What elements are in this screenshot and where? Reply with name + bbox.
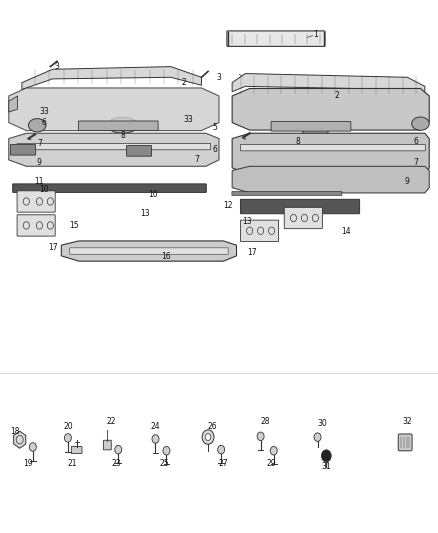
Text: 17: 17 bbox=[247, 248, 257, 256]
Text: 9: 9 bbox=[405, 177, 410, 185]
Text: 7: 7 bbox=[37, 140, 42, 148]
Ellipse shape bbox=[412, 117, 429, 131]
Polygon shape bbox=[232, 166, 429, 193]
FancyBboxPatch shape bbox=[240, 220, 279, 241]
FancyBboxPatch shape bbox=[240, 199, 360, 214]
Text: 2: 2 bbox=[335, 92, 339, 100]
Polygon shape bbox=[14, 431, 26, 448]
FancyBboxPatch shape bbox=[103, 440, 111, 450]
Polygon shape bbox=[61, 241, 237, 261]
Text: 29: 29 bbox=[267, 459, 276, 468]
Circle shape bbox=[64, 434, 71, 442]
Polygon shape bbox=[232, 133, 429, 175]
Text: 11: 11 bbox=[35, 177, 44, 185]
Polygon shape bbox=[22, 67, 201, 90]
Polygon shape bbox=[232, 88, 429, 130]
Ellipse shape bbox=[302, 125, 328, 136]
Text: 1: 1 bbox=[313, 30, 318, 39]
FancyBboxPatch shape bbox=[17, 191, 55, 212]
FancyBboxPatch shape bbox=[11, 144, 35, 155]
Text: 7: 7 bbox=[194, 156, 200, 164]
Ellipse shape bbox=[107, 117, 138, 133]
Text: 18: 18 bbox=[11, 427, 20, 436]
Text: 8: 8 bbox=[296, 137, 300, 146]
Text: 8: 8 bbox=[120, 132, 125, 140]
Text: 32: 32 bbox=[403, 417, 412, 425]
Ellipse shape bbox=[28, 118, 46, 132]
Circle shape bbox=[257, 432, 264, 441]
FancyBboxPatch shape bbox=[127, 146, 152, 156]
Text: 9: 9 bbox=[37, 158, 42, 167]
Circle shape bbox=[270, 447, 277, 455]
Text: 6: 6 bbox=[413, 137, 419, 146]
Polygon shape bbox=[9, 133, 219, 166]
Polygon shape bbox=[232, 74, 425, 96]
Text: 21: 21 bbox=[67, 459, 77, 468]
Circle shape bbox=[205, 434, 211, 440]
Text: 23: 23 bbox=[111, 459, 121, 468]
Text: 25: 25 bbox=[159, 459, 169, 468]
FancyBboxPatch shape bbox=[17, 215, 55, 236]
FancyBboxPatch shape bbox=[271, 122, 351, 131]
Text: 10: 10 bbox=[148, 190, 158, 199]
Polygon shape bbox=[9, 88, 219, 131]
Circle shape bbox=[152, 435, 159, 443]
FancyBboxPatch shape bbox=[227, 31, 325, 46]
Text: 33: 33 bbox=[184, 116, 193, 124]
Text: 31: 31 bbox=[321, 462, 331, 471]
FancyBboxPatch shape bbox=[240, 144, 425, 151]
Text: 10: 10 bbox=[39, 185, 49, 193]
Text: 15: 15 bbox=[70, 221, 79, 230]
Text: 22: 22 bbox=[107, 417, 117, 425]
Circle shape bbox=[218, 446, 225, 454]
Text: 27: 27 bbox=[219, 459, 228, 468]
Text: 7: 7 bbox=[413, 158, 419, 167]
Polygon shape bbox=[9, 96, 18, 112]
Circle shape bbox=[314, 433, 321, 441]
Text: 3: 3 bbox=[216, 73, 222, 82]
Text: 33: 33 bbox=[39, 108, 49, 116]
Text: 13: 13 bbox=[243, 217, 252, 225]
Text: 14: 14 bbox=[341, 228, 351, 236]
Text: 6: 6 bbox=[41, 118, 46, 127]
Text: 12: 12 bbox=[223, 201, 233, 209]
Text: 28: 28 bbox=[260, 417, 270, 425]
FancyBboxPatch shape bbox=[232, 191, 342, 195]
FancyBboxPatch shape bbox=[284, 207, 322, 229]
Text: 24: 24 bbox=[151, 422, 160, 431]
Text: 5: 5 bbox=[212, 124, 217, 132]
Text: 17: 17 bbox=[48, 244, 57, 252]
Text: 3: 3 bbox=[54, 62, 60, 71]
FancyBboxPatch shape bbox=[13, 184, 206, 192]
FancyBboxPatch shape bbox=[398, 434, 412, 451]
FancyBboxPatch shape bbox=[17, 143, 211, 150]
Text: 19: 19 bbox=[24, 459, 33, 468]
Circle shape bbox=[321, 450, 331, 462]
Circle shape bbox=[29, 443, 36, 451]
FancyBboxPatch shape bbox=[70, 248, 228, 254]
Text: 2: 2 bbox=[182, 78, 186, 87]
Text: 16: 16 bbox=[162, 253, 171, 261]
Text: 30: 30 bbox=[317, 419, 327, 428]
FancyBboxPatch shape bbox=[71, 447, 82, 454]
Circle shape bbox=[163, 447, 170, 455]
Circle shape bbox=[202, 430, 214, 445]
Text: 13: 13 bbox=[140, 209, 149, 217]
Text: 26: 26 bbox=[208, 422, 217, 431]
Text: 20: 20 bbox=[63, 422, 73, 431]
Circle shape bbox=[115, 446, 122, 454]
FancyBboxPatch shape bbox=[78, 121, 158, 131]
Text: 6: 6 bbox=[212, 145, 217, 154]
